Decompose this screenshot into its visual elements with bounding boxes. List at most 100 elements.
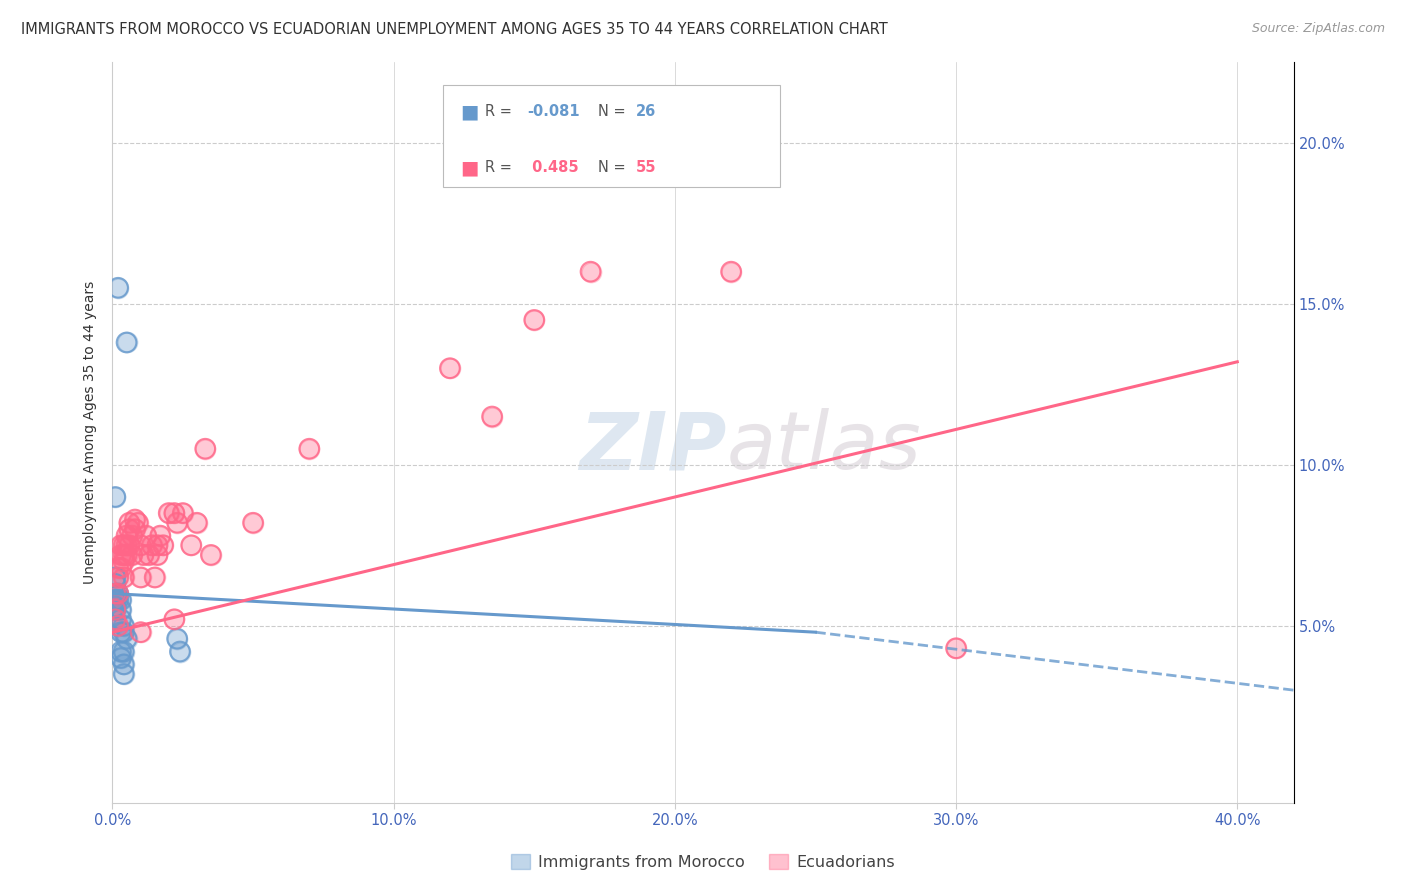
Point <box>135 528 157 542</box>
Point <box>107 570 129 584</box>
Point <box>112 570 135 584</box>
Point <box>112 538 135 552</box>
Point <box>200 548 222 562</box>
Point <box>104 577 127 591</box>
Point <box>163 506 186 520</box>
Point <box>112 619 135 633</box>
Point <box>104 490 127 504</box>
Point <box>118 516 141 530</box>
Point <box>138 548 160 562</box>
Point <box>112 554 135 568</box>
Point <box>157 506 180 520</box>
Point <box>112 548 135 562</box>
Text: atlas: atlas <box>727 409 921 486</box>
Point <box>242 516 264 530</box>
Point <box>129 625 152 640</box>
Point <box>129 538 152 552</box>
Point <box>481 409 503 424</box>
Point <box>110 548 132 562</box>
Point <box>115 632 138 646</box>
Point <box>523 313 546 327</box>
Text: 0.485: 0.485 <box>527 161 579 175</box>
Point <box>110 625 132 640</box>
Point <box>110 602 132 616</box>
Text: 55: 55 <box>636 161 657 175</box>
Point <box>121 548 143 562</box>
Point <box>104 593 127 607</box>
Point <box>107 586 129 600</box>
Point <box>138 548 160 562</box>
Point <box>169 644 191 658</box>
Point <box>172 506 194 520</box>
Point <box>143 570 166 584</box>
Point <box>104 612 127 626</box>
Point <box>132 548 155 562</box>
Text: Source: ZipAtlas.com: Source: ZipAtlas.com <box>1251 22 1385 36</box>
Point <box>115 632 138 646</box>
Point <box>112 657 135 672</box>
Text: 26: 26 <box>636 104 655 119</box>
Point <box>481 409 503 424</box>
Text: N =: N = <box>598 161 630 175</box>
Point <box>115 528 138 542</box>
Point <box>186 516 208 530</box>
Point <box>720 265 742 279</box>
Point <box>149 528 172 542</box>
Point <box>200 548 222 562</box>
Point <box>110 625 132 640</box>
Point <box>129 625 152 640</box>
Point <box>579 265 602 279</box>
Point <box>110 612 132 626</box>
Point <box>110 651 132 665</box>
Point <box>146 538 169 552</box>
Point <box>186 516 208 530</box>
Point <box>110 644 132 658</box>
Point <box>579 265 602 279</box>
Point <box>163 506 186 520</box>
Point <box>180 538 202 552</box>
Point <box>194 442 217 456</box>
Point <box>112 657 135 672</box>
Point <box>104 570 127 584</box>
Point <box>110 644 132 658</box>
Point <box>115 548 138 562</box>
Point <box>104 612 127 626</box>
Point <box>118 522 141 536</box>
Point <box>104 586 127 600</box>
Point <box>115 538 138 552</box>
Point <box>107 586 129 600</box>
Point <box>121 528 143 542</box>
Point <box>132 548 155 562</box>
Point <box>166 516 188 530</box>
Point <box>104 602 127 616</box>
Point <box>152 538 174 552</box>
Point <box>439 361 461 376</box>
Point <box>121 548 143 562</box>
Point <box>127 516 149 530</box>
Point <box>112 644 135 658</box>
Point <box>636 168 658 182</box>
Point <box>110 561 132 575</box>
Point <box>146 538 169 552</box>
Point <box>112 667 135 681</box>
Point <box>439 361 461 376</box>
Point <box>112 619 135 633</box>
Point <box>166 632 188 646</box>
Point <box>107 619 129 633</box>
Point <box>143 570 166 584</box>
Point <box>115 528 138 542</box>
Text: -0.081: -0.081 <box>527 104 579 119</box>
Point <box>112 667 135 681</box>
Point <box>104 602 127 616</box>
Point <box>115 335 138 350</box>
Point <box>104 602 127 616</box>
Point <box>163 612 186 626</box>
Point <box>110 561 132 575</box>
Point <box>166 516 188 530</box>
Point <box>129 538 152 552</box>
Point <box>104 599 127 614</box>
Point <box>104 490 127 504</box>
Point <box>107 570 129 584</box>
Point <box>157 506 180 520</box>
Point <box>110 538 132 552</box>
